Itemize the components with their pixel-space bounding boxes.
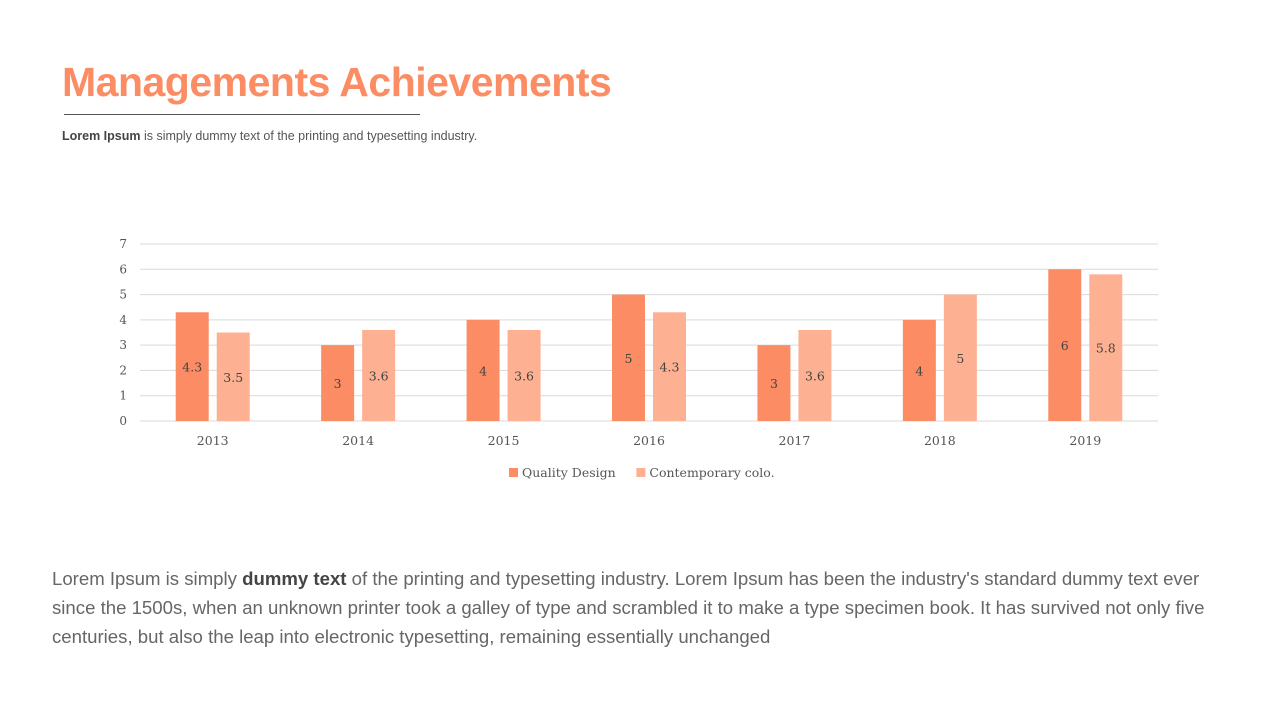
x-tick-label: 2015 xyxy=(488,433,520,448)
data-label: 4.3 xyxy=(660,360,680,375)
data-label: 5 xyxy=(956,351,964,366)
body-text-part2: of the printing and typesetting industry… xyxy=(52,568,1205,647)
body-text-part1: Lorem Ipsum is simply xyxy=(52,568,243,589)
bar xyxy=(653,312,686,421)
body-paragraph: Lorem Ipsum is simply dummy text of the … xyxy=(52,564,1222,651)
y-tick-label: 3 xyxy=(119,338,127,352)
y-tick-label: 0 xyxy=(119,414,127,428)
data-label: 5 xyxy=(625,351,633,366)
data-label: 6 xyxy=(1061,338,1069,353)
bar xyxy=(1048,269,1082,421)
y-tick-label: 5 xyxy=(119,288,127,302)
subtitle-text: is simply dummy text of the printing and… xyxy=(140,129,478,143)
y-tick-label: 4 xyxy=(119,313,127,327)
title-underline xyxy=(64,114,420,115)
bar xyxy=(798,329,832,421)
bar xyxy=(1089,274,1123,421)
bar xyxy=(943,294,977,421)
legend-label: Contemporary colo. xyxy=(649,465,774,480)
x-tick-label: 2018 xyxy=(924,433,956,448)
data-label: 4.3 xyxy=(182,360,202,375)
bar xyxy=(216,332,250,421)
data-label: 5.8 xyxy=(1096,341,1116,356)
bar xyxy=(612,294,645,421)
data-label: 3.6 xyxy=(514,368,534,383)
y-tick-label: 6 xyxy=(119,262,127,276)
bar xyxy=(466,319,500,421)
y-tick-label: 1 xyxy=(119,389,127,403)
data-label: 3 xyxy=(334,376,342,391)
y-tick-label: 2 xyxy=(119,363,127,377)
data-label: 3 xyxy=(770,376,778,391)
legend-label: Quality Design xyxy=(522,465,616,480)
bar xyxy=(321,345,355,421)
bar xyxy=(902,319,936,421)
bar xyxy=(757,345,791,421)
body-text-bold: dummy text xyxy=(242,568,347,589)
subtitle-bold: Lorem Ipsum xyxy=(62,129,141,143)
bar xyxy=(507,329,541,421)
legend-swatch xyxy=(636,468,646,477)
page-title: Managements Achievements xyxy=(62,59,612,105)
data-label: 3.6 xyxy=(369,368,389,383)
data-label: 3.5 xyxy=(223,370,243,385)
x-tick-label: 2013 xyxy=(197,433,229,448)
data-label: 4 xyxy=(915,363,923,378)
data-label: 3.6 xyxy=(805,368,825,383)
bar xyxy=(362,329,396,421)
legend-swatch xyxy=(509,468,518,477)
page-subtitle: Lorem Ipsum is simply dummy text of the … xyxy=(62,129,477,143)
bar xyxy=(175,312,209,421)
y-tick-label: 7 xyxy=(119,237,127,251)
x-tick-label: 2016 xyxy=(633,433,665,448)
x-tick-label: 2014 xyxy=(342,433,374,448)
x-tick-label: 2019 xyxy=(1069,433,1101,448)
x-tick-label: 2017 xyxy=(779,433,811,448)
data-label: 4 xyxy=(479,363,487,378)
